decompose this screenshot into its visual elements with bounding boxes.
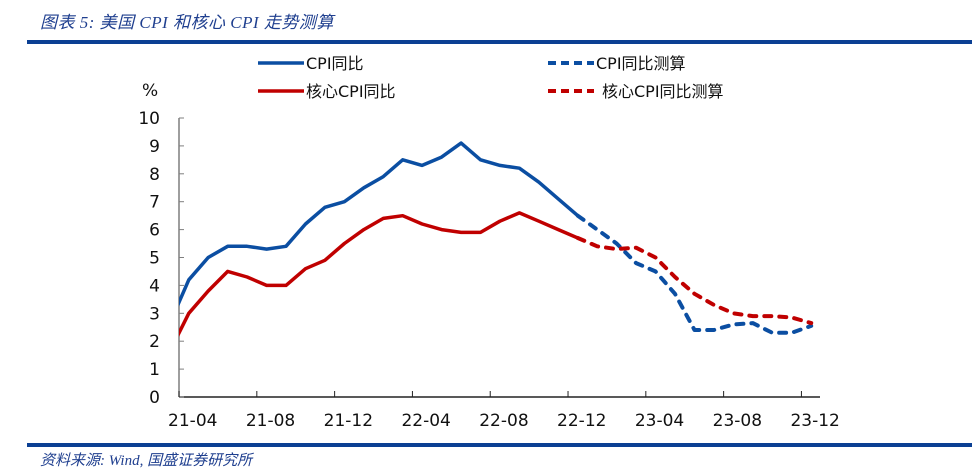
y-tick-label: 9 xyxy=(149,137,160,157)
series-line-1 xyxy=(179,141,579,307)
y-axis-unit-label: % xyxy=(142,81,158,101)
legend-label-2: 核心CPI同比 xyxy=(306,82,396,101)
x-tick-label: 22-12 xyxy=(557,411,606,431)
x-tick-label: 21-08 xyxy=(246,411,295,431)
y-tick-label: 7 xyxy=(149,193,160,213)
source-note: 资料来源: Wind, 国盛证券研究所 xyxy=(40,453,253,469)
y-tick-label: 6 xyxy=(149,221,160,241)
axes xyxy=(178,118,820,398)
x-tick-label: 21-04 xyxy=(168,411,217,431)
y-tick-label: 4 xyxy=(149,276,160,296)
y-tick-label: 10 xyxy=(138,109,160,129)
x-axis-ticks: 21-04 21-08 21-12 22-04 22-08 22-12 23-04 23-08… xyxy=(168,391,840,431)
legend-label-4: 核心CPI同比测算 xyxy=(602,82,724,101)
x-tick-label: 23-08 xyxy=(713,411,762,431)
series-lines xyxy=(179,141,814,337)
y-axis-ticks: 0 1 2 3 4 5 6 7 8 9 10 xyxy=(138,109,184,408)
y-tick-label: 3 xyxy=(149,304,160,324)
x-tick-label: 23-12 xyxy=(790,411,839,431)
y-tick-label: 1 xyxy=(149,360,160,380)
title-rule xyxy=(27,40,972,44)
figure-title: 图表 5: 美国 CPI 和核心 CPI 走势测算 xyxy=(40,13,334,32)
series-line-4 xyxy=(575,236,814,326)
x-tick-label: 22-04 xyxy=(401,411,450,431)
x-tick-label: 21-12 xyxy=(324,411,373,431)
series-line-2 xyxy=(179,211,579,337)
x-tick-label: 22-08 xyxy=(479,411,528,431)
y-tick-label: 0 xyxy=(149,388,160,408)
source-rule xyxy=(27,443,972,447)
x-tick-label: 23-04 xyxy=(635,411,684,431)
series-line-3 xyxy=(575,213,814,335)
legend-label-1: CPI同比 xyxy=(306,54,364,73)
y-tick-label: 8 xyxy=(149,165,160,185)
legend-label-3: CPI同比测算 xyxy=(596,54,686,73)
y-tick-label: 5 xyxy=(149,249,160,269)
y-tick-label: 2 xyxy=(149,332,160,352)
